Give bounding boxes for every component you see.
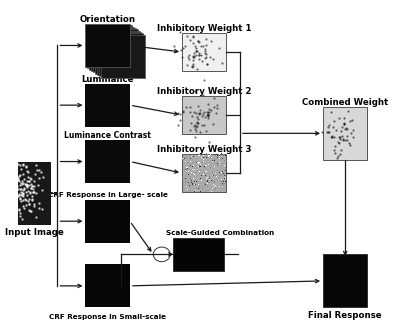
Bar bbox=[101, 35, 145, 78]
Text: Final Response: Final Response bbox=[308, 311, 382, 320]
Bar bbox=[97, 32, 142, 75]
Text: Inhibitory Weight 2: Inhibitory Weight 2 bbox=[157, 87, 252, 96]
Bar bbox=[182, 33, 226, 71]
Bar bbox=[86, 24, 130, 67]
Bar bbox=[99, 33, 143, 76]
Bar bbox=[182, 96, 226, 134]
Text: Combined Weight: Combined Weight bbox=[302, 98, 388, 107]
Bar bbox=[18, 162, 51, 224]
Text: Input Image: Input Image bbox=[5, 228, 64, 237]
Bar bbox=[86, 200, 130, 243]
Bar bbox=[86, 84, 130, 127]
Bar bbox=[86, 264, 130, 307]
Bar bbox=[173, 238, 224, 271]
Bar bbox=[323, 254, 368, 307]
Bar bbox=[182, 154, 226, 192]
Bar bbox=[93, 29, 138, 72]
Text: Luminance Contrast: Luminance Contrast bbox=[64, 131, 151, 140]
Bar bbox=[89, 27, 134, 70]
Text: CRF Response in Small-scale: CRF Response in Small-scale bbox=[49, 314, 166, 320]
Text: Orientation: Orientation bbox=[80, 15, 136, 24]
Text: Scale-Guided Combination: Scale-Guided Combination bbox=[166, 230, 274, 236]
Bar bbox=[323, 107, 368, 160]
Bar bbox=[86, 140, 130, 183]
Bar bbox=[87, 25, 132, 68]
Bar bbox=[95, 31, 140, 74]
Ellipse shape bbox=[153, 247, 170, 262]
Text: Inhibitory Weight 3: Inhibitory Weight 3 bbox=[157, 145, 252, 154]
Text: Luminance: Luminance bbox=[82, 75, 134, 84]
Text: CRF Response in Large- scale: CRF Response in Large- scale bbox=[48, 192, 168, 198]
Bar bbox=[91, 28, 136, 71]
Text: Inhibitory Weight 1: Inhibitory Weight 1 bbox=[157, 24, 252, 33]
